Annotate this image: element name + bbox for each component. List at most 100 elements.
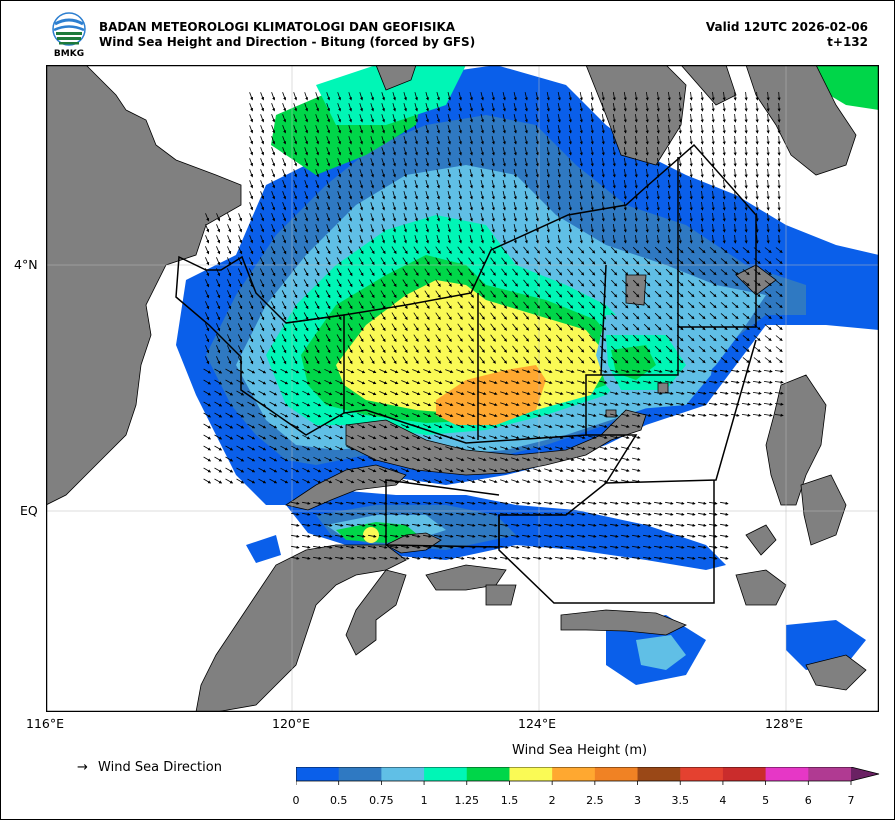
direction-arrow <box>612 136 616 145</box>
direction-arrow <box>513 136 517 145</box>
direction-arrow <box>381 213 386 222</box>
direction-arrow <box>469 213 473 222</box>
direction-arrow <box>766 212 770 222</box>
direction-arrow <box>403 191 407 200</box>
direction-arrow <box>249 191 254 200</box>
direction-arrow <box>590 224 594 233</box>
direction-arrow <box>425 179 429 189</box>
direction-arrow <box>469 202 473 211</box>
direction-arrow <box>667 168 671 178</box>
direction-arrow <box>524 136 528 145</box>
direction-arrow <box>623 213 627 222</box>
direction-arrow <box>260 92 265 101</box>
direction-arrow <box>491 202 495 211</box>
direction-arrow <box>667 146 671 156</box>
direction-arrow <box>513 92 517 101</box>
direction-arrow <box>425 91 429 101</box>
direction-arrow <box>546 180 550 189</box>
direction-arrow <box>304 224 309 233</box>
direction-arrow <box>260 136 265 145</box>
direction-arrow <box>260 213 265 222</box>
direction-arrow <box>590 103 594 112</box>
colorbar-bin-1 <box>338 767 382 781</box>
direction-arrow <box>645 168 649 178</box>
direction-arrow <box>744 223 748 233</box>
direction-arrow <box>282 125 287 134</box>
direction-arrow <box>359 213 364 222</box>
direction-arrow <box>601 92 605 101</box>
direction-arrow <box>711 157 715 167</box>
direction-arrow <box>326 224 331 233</box>
direction-arrow <box>722 146 726 156</box>
direction-arrow <box>755 113 759 123</box>
direction-arrow <box>205 213 210 222</box>
direction-arrow <box>722 223 726 233</box>
direction-arrow <box>414 224 418 233</box>
direction-arrow <box>579 125 583 134</box>
direction-arrow <box>535 180 539 189</box>
direction-arrow <box>612 169 616 178</box>
direction-arrow <box>656 190 660 200</box>
direction-arrow <box>392 103 396 112</box>
direction-arrow <box>656 113 660 123</box>
direction-arrow <box>634 224 638 233</box>
direction-arrow <box>722 91 726 101</box>
direction-arrow <box>260 191 265 200</box>
direction-arrow <box>480 147 484 156</box>
direction-arrow <box>634 103 638 112</box>
direction-arrow <box>403 180 407 189</box>
direction-arrow <box>458 202 462 211</box>
direction-arrow <box>249 158 254 167</box>
direction-arrow <box>689 190 693 200</box>
direction-arrow <box>436 201 440 211</box>
direction-arrow <box>392 114 396 123</box>
direction-arrow <box>579 136 583 145</box>
direction-arrow <box>447 158 451 167</box>
direction-arrow <box>293 147 298 156</box>
colorbar-label: 0 <box>292 794 300 807</box>
direction-arrow <box>260 147 265 156</box>
direction-arrow <box>733 201 737 211</box>
direction-arrow <box>414 125 418 134</box>
direction-arrow <box>392 213 396 222</box>
direction-arrow <box>326 114 331 123</box>
valid-time: Valid 12UTC 2026-02-06 <box>705 20 868 34</box>
x-tick-116: 116°E <box>26 716 65 731</box>
direction-arrow <box>480 158 484 167</box>
direction-arrow <box>766 190 770 200</box>
header-left: BADAN METEOROLOGI KLIMATOLOGI DAN GEOFIS… <box>99 20 475 50</box>
direction-arrow <box>458 114 462 123</box>
direction-arrow <box>381 158 386 167</box>
direction-arrow <box>667 135 671 145</box>
direction-arrow <box>766 91 770 101</box>
direction-arrow <box>744 201 748 211</box>
direction-arrow <box>755 157 759 167</box>
direction-arrow <box>403 103 407 112</box>
direction-arrow <box>370 92 375 101</box>
direction-arrow <box>425 190 429 200</box>
direction-arrow <box>711 168 715 178</box>
direction-arrow <box>601 202 605 211</box>
direction-arrow <box>513 114 517 123</box>
direction-arrow <box>326 202 331 211</box>
y-tick-4n: 4°N <box>14 257 38 272</box>
direction-arrow <box>315 136 320 145</box>
direction-arrow <box>612 202 616 211</box>
direction-arrow <box>381 202 386 211</box>
direction-arrow <box>502 191 506 200</box>
direction-arrow <box>634 213 638 222</box>
direction-arrow <box>315 202 320 211</box>
direction-arrow <box>458 169 462 178</box>
direction-arrow <box>777 146 781 156</box>
direction-arrow <box>359 125 364 134</box>
direction-arrow <box>557 180 561 189</box>
direction-arrow <box>579 224 583 233</box>
direction-arrow <box>370 125 375 134</box>
direction-arrow <box>315 191 320 200</box>
direction-arrow <box>568 224 572 233</box>
direction-arrow <box>645 113 649 123</box>
direction-arrow <box>700 102 704 112</box>
direction-arrow <box>480 224 484 233</box>
direction-arrow <box>546 224 550 233</box>
direction-arrow <box>744 146 748 156</box>
